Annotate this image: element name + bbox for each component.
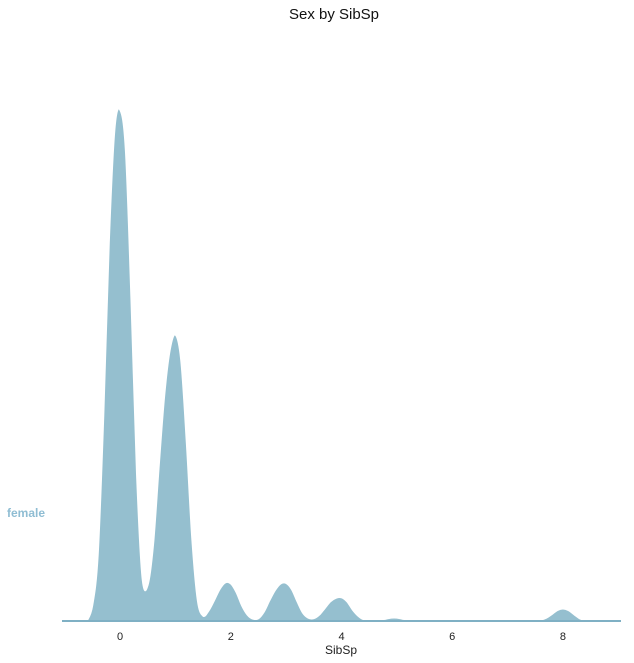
x-tick-label: 8 [560, 631, 566, 643]
chart-title: Sex by SibSp [289, 6, 379, 23]
x-tick-label: 0 [117, 631, 123, 643]
x-tick-label: 6 [449, 631, 455, 643]
density-area-female [85, 107, 597, 622]
x-axis-label: SibSp [325, 643, 357, 657]
x-tick-label: 2 [228, 631, 234, 643]
x-tick-label: 4 [338, 631, 344, 643]
series-label-female: female [7, 506, 45, 520]
